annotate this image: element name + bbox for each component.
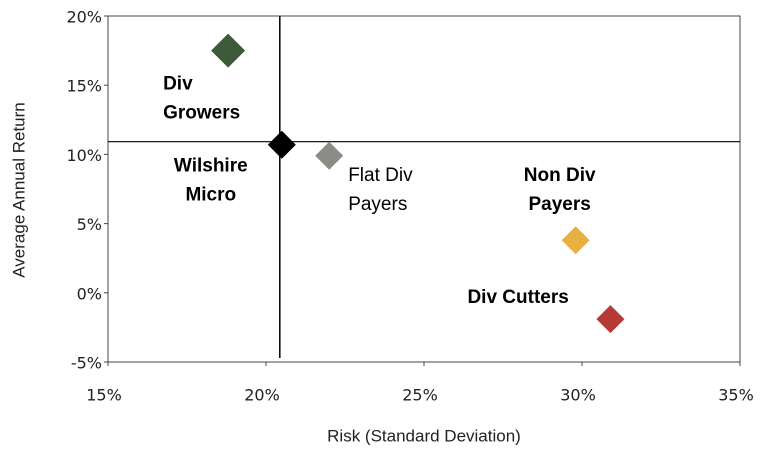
point	[596, 305, 625, 334]
point-label: Div	[163, 74, 193, 95]
x-tick-label: 35%	[718, 386, 754, 405]
point-label: Growers	[163, 103, 240, 124]
y-tick-label: 20%	[66, 8, 102, 27]
point-label: Div Cutters	[467, 287, 568, 308]
point-label: Payers	[348, 194, 407, 215]
x-tick-label: 15%	[86, 386, 122, 405]
x-tick-label: 20%	[244, 386, 280, 405]
point-label: Flat Div	[348, 165, 413, 186]
point	[561, 226, 590, 255]
point-label: Micro	[185, 185, 236, 206]
point-label: Payers	[529, 194, 591, 215]
point	[211, 33, 246, 68]
x-axis-title: Risk (Standard Deviation)	[327, 426, 521, 445]
y-tick-label: 5%	[77, 215, 102, 234]
y-tick-label: 10%	[66, 146, 102, 165]
point	[315, 141, 344, 170]
point	[267, 130, 296, 159]
point-label: Non Div	[524, 165, 596, 186]
x-tick-label: 30%	[560, 386, 596, 405]
y-tick-label: 15%	[66, 77, 102, 96]
y-tick-label: 0%	[77, 284, 102, 303]
y-axis-title: Average Annual Return	[9, 102, 28, 277]
point-label: Wilshire	[174, 156, 248, 177]
y-tick-label: -5%	[71, 354, 102, 373]
x-tick-label: 25%	[402, 386, 438, 405]
